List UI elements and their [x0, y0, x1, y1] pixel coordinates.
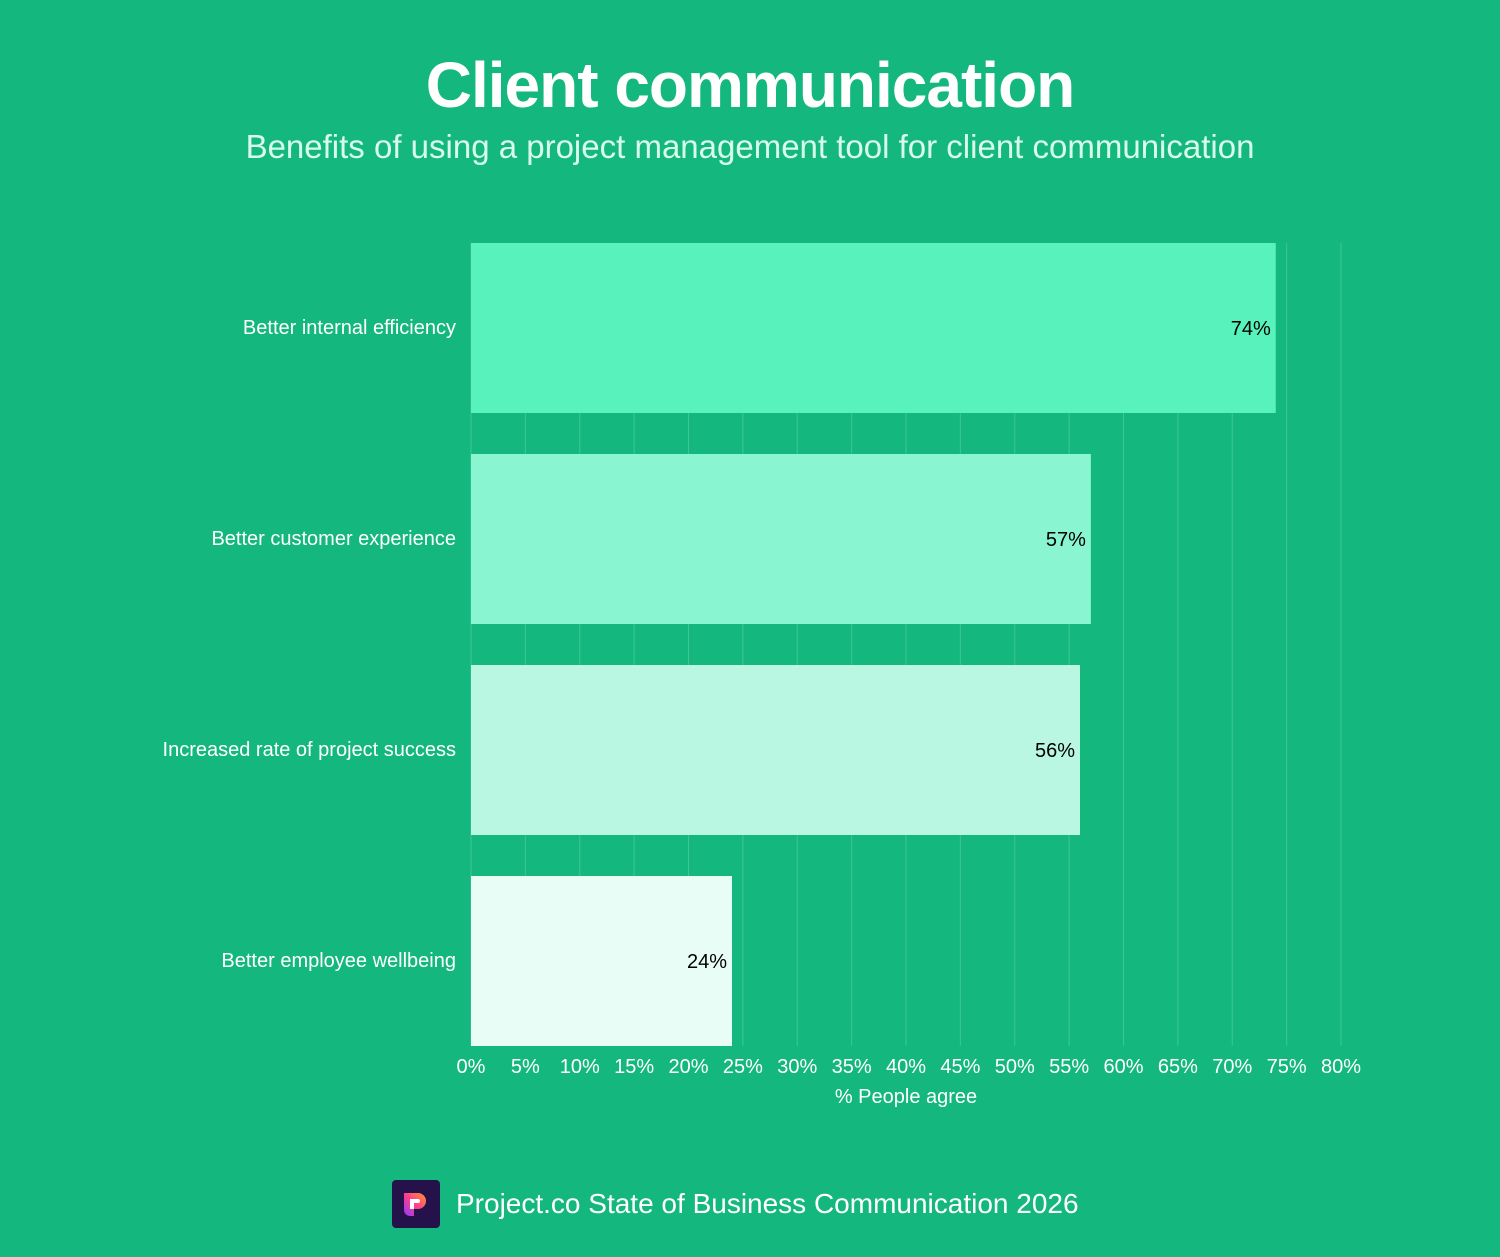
bar — [471, 665, 1080, 835]
x-tick-label: 50% — [995, 1056, 1035, 1078]
chart-title: Client communication — [425, 49, 1076, 121]
chart-subtitle: Benefits of using a project management t… — [245, 128, 1255, 165]
source-text: Project.co State of Business Communicati… — [456, 1188, 1079, 1219]
x-tick-label: 25% — [723, 1056, 763, 1078]
x-tick-label: 60% — [1103, 1056, 1143, 1078]
x-tick-label: 75% — [1267, 1056, 1307, 1078]
x-tick-label: 20% — [668, 1056, 708, 1078]
x-tick-label: 35% — [832, 1056, 872, 1078]
category-label: Increased rate of project success — [163, 739, 456, 761]
x-axis-label: % People agree — [835, 1086, 977, 1108]
data-label: 24% — [687, 951, 727, 973]
x-tick-label: 80% — [1321, 1056, 1361, 1078]
data-label: 74% — [1231, 318, 1271, 340]
x-tick-label: 45% — [940, 1056, 980, 1078]
category-label: Better employee wellbeing — [221, 950, 456, 972]
category-label: Better internal efficiency — [243, 317, 456, 339]
category-label: Better customer experience — [211, 528, 456, 550]
x-tick-label: 70% — [1212, 1056, 1252, 1078]
bar — [471, 876, 732, 1046]
x-tick-label: 10% — [560, 1056, 600, 1078]
data-label: 56% — [1035, 740, 1075, 762]
x-tick-label: 30% — [777, 1056, 817, 1078]
project-co-logo-icon — [392, 1180, 440, 1228]
bar — [471, 454, 1091, 624]
data-label: 57% — [1046, 529, 1086, 551]
x-tick-label: 5% — [511, 1056, 540, 1078]
x-tick-label: 40% — [886, 1056, 926, 1078]
x-tick-label: 15% — [614, 1056, 654, 1078]
x-tick-label: 65% — [1158, 1056, 1198, 1078]
bar — [471, 243, 1276, 413]
footer: Project.co State of Business Communicati… — [392, 1180, 1079, 1228]
x-tick-label: 55% — [1049, 1056, 1089, 1078]
x-tick-label: 0% — [457, 1056, 486, 1078]
